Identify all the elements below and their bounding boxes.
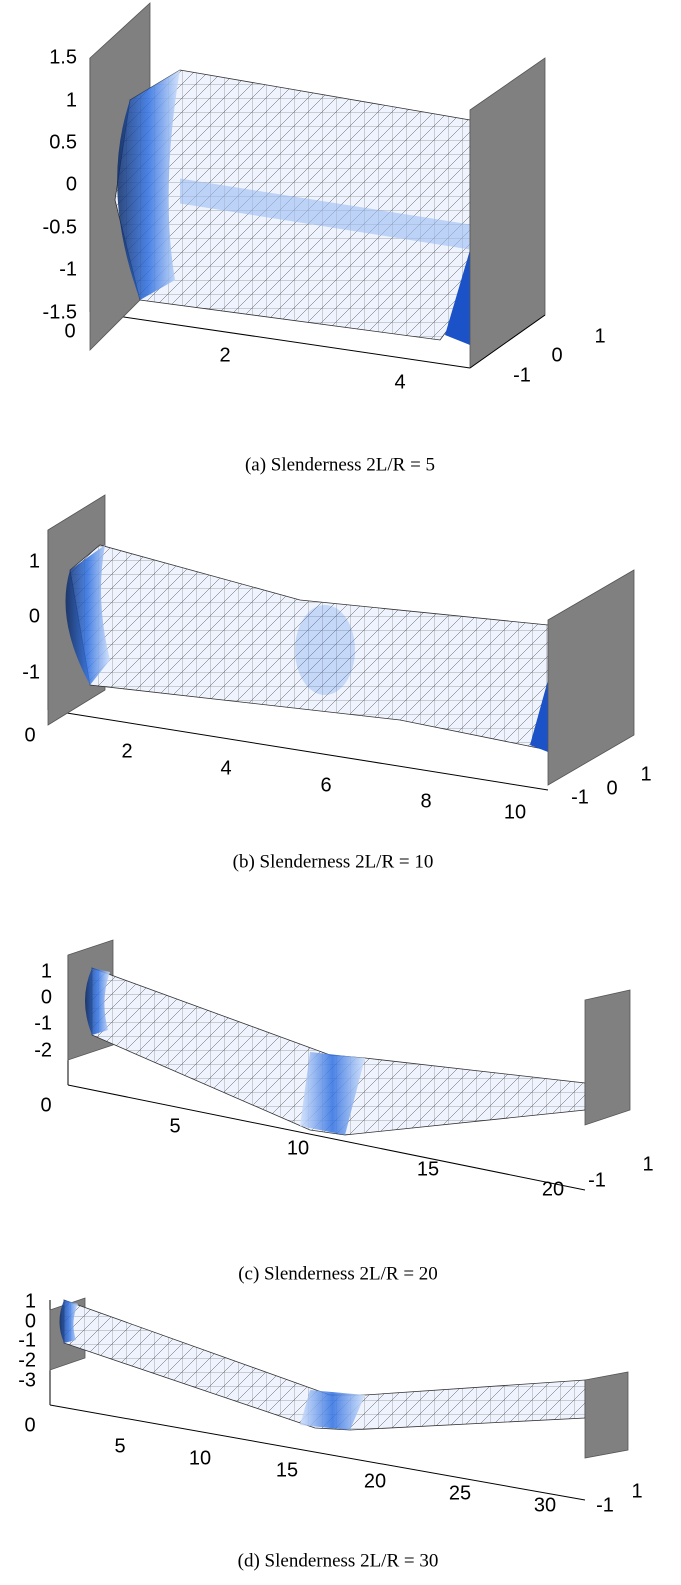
tick-label: -1 <box>34 1012 52 1034</box>
caption: (d) Slenderness 2L/R = 30 <box>238 1550 439 1571</box>
tick-label: 20 <box>542 1178 564 1200</box>
tick-label: 0 <box>24 1414 35 1436</box>
plate <box>585 990 630 1125</box>
tick-label: 30 <box>534 1494 556 1516</box>
tick-label: 0 <box>29 605 40 627</box>
tick-label: 4 <box>394 371 405 393</box>
tick-label: 0 <box>41 986 52 1008</box>
tick-label: 25 <box>449 1482 471 1504</box>
tick-label: 0 <box>40 1094 51 1116</box>
tick-label: 1 <box>631 1480 642 1502</box>
tick-label: -1 <box>22 661 40 683</box>
tick-label: -1 <box>18 1329 36 1351</box>
shade <box>295 605 355 695</box>
tick-label: 2 <box>219 344 230 366</box>
panel-d: 1 0 -1 -2 -3 0 5 10 15 20 25 30 1 -1 (d)… <box>18 1290 642 1571</box>
plate <box>585 1372 628 1458</box>
tick-label: 1 <box>594 325 605 347</box>
tick-label: 15 <box>276 1459 298 1481</box>
panel-c: 1 0 -1 -2 0 5 10 15 20 1 -1 (c) Slendern… <box>34 940 653 1284</box>
tick-label: -1 <box>59 258 77 280</box>
tick-label: 1.5 <box>49 46 77 68</box>
tick-label: 1 <box>41 960 52 982</box>
tick-label: -3 <box>18 1369 36 1391</box>
tick-label: -1 <box>596 1494 614 1516</box>
tick-label: 10 <box>189 1447 211 1469</box>
plate <box>548 570 634 785</box>
tick-label: 0 <box>24 724 35 746</box>
caption: (c) Slenderness 2L/R = 20 <box>238 1263 438 1284</box>
caption: (a) Slenderness 2L/R = 5 <box>245 454 435 475</box>
tick-label: 1 <box>642 1153 653 1175</box>
tick-label: 0 <box>606 777 617 799</box>
tick-label: 2 <box>121 740 132 762</box>
tick-label: -0.5 <box>43 216 77 238</box>
tick-label: -1 <box>571 786 589 808</box>
tick-label: 6 <box>320 774 331 796</box>
tick-label: -1 <box>588 1169 606 1191</box>
tick-label: 0.5 <box>49 131 77 153</box>
tick-label: 5 <box>169 1115 180 1137</box>
tick-label: 1 <box>640 763 651 785</box>
tick-label: 0 <box>551 344 562 366</box>
tick-label: 0 <box>64 320 75 342</box>
tick-label: 15 <box>417 1158 439 1180</box>
tick-label: 5 <box>114 1435 125 1457</box>
tick-label: 8 <box>420 790 431 812</box>
tick-label: 1 <box>29 550 40 572</box>
tick-label: 0 <box>66 173 77 195</box>
tick-label: -2 <box>18 1349 36 1371</box>
tick-label: 10 <box>504 801 526 823</box>
tick-label: -2 <box>34 1039 52 1061</box>
plate <box>470 58 545 368</box>
tick-label: 20 <box>364 1470 386 1492</box>
tick-label: 4 <box>220 757 231 779</box>
figure: 1.5 1 0.5 0 -0.5 -1 -1.5 0 2 4 1 0 -1 (a… <box>0 0 681 1585</box>
tick-label: 10 <box>287 1137 309 1159</box>
caption: (b) Slenderness 2L/R = 10 <box>233 851 434 872</box>
tick-label: -1 <box>513 364 531 386</box>
panel-b: 1 0 -1 0 2 4 6 8 10 1 0 -1 (b) Slenderne… <box>22 495 651 872</box>
tick-label: 1 <box>66 89 77 111</box>
tick-label: 1 <box>25 1290 36 1312</box>
panel-a: 1.5 1 0.5 0 -0.5 -1 -1.5 0 2 4 1 0 -1 (a… <box>43 3 606 475</box>
